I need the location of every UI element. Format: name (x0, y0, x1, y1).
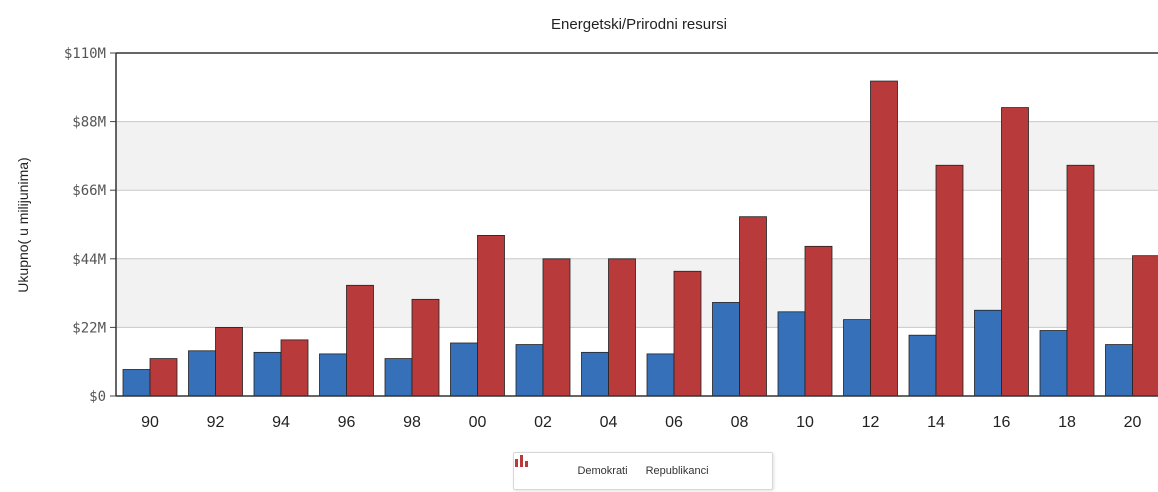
x-tick-label: 94 (272, 414, 290, 431)
plot-band (116, 121, 1158, 191)
bar-republikanci-20 (1132, 255, 1158, 397)
bar-demokrati-18 (1039, 330, 1068, 397)
bar-chart: $0 $22M $44M $66M $88M $110M 90 92 94 96 98 00 02 04… (64, 46, 1158, 431)
bar-republikanci-18 (1066, 164, 1095, 397)
bar-republikanci-90 (149, 358, 178, 397)
bar-demokrati-00 (450, 342, 478, 397)
x-tick-label: 00 (469, 414, 487, 431)
bar-republikanci-94 (280, 339, 309, 397)
x-tick-label: 08 (731, 414, 749, 431)
bar-republikanci-96 (346, 284, 374, 397)
legend-label-demokrati: Demokrati (577, 465, 628, 477)
y-axis-ticks: $0 $22M $44M $66M $88M $110M (64, 46, 116, 405)
x-tick-label: 02 (534, 414, 552, 431)
legend-label-republikanci: Republikanci (645, 465, 709, 477)
bar-demokrati-08 (712, 302, 740, 397)
x-tick-label: 18 (1058, 414, 1076, 431)
bar-republikanci-12 (870, 80, 898, 397)
x-tick-label: 16 (993, 414, 1011, 431)
bar-republikanci-14 (935, 164, 964, 397)
y-tick-label: $44M (72, 252, 106, 268)
x-tick-label: 04 (600, 414, 618, 431)
x-tick-label: 92 (207, 414, 225, 431)
bar-demokrati-92 (188, 350, 216, 397)
y-tick-label: $22M (72, 320, 106, 336)
y-tick-label: $110M (64, 46, 106, 62)
legend-item-demokrati[interactable]: Demokrati (515, 455, 628, 477)
x-axis-ticks: 90 92 94 96 98 00 02 04 06 08 10 12 14 16 18 20 (141, 414, 1141, 431)
x-tick-label: 20 (1124, 414, 1142, 431)
bar-demokrati-06 (646, 353, 675, 397)
x-tick-label: 12 (862, 414, 880, 431)
y-tick-label: $88M (72, 115, 106, 131)
x-tick-label: 14 (927, 414, 945, 431)
bar-demokrati-12 (843, 319, 871, 397)
bar-demokrati-98 (384, 358, 413, 397)
bar-demokrati-90 (122, 369, 151, 397)
bar-republikanci-92 (215, 326, 243, 397)
bar-republikanci-08 (739, 216, 767, 397)
chart-title: Energetski/Prirodni resursi (551, 16, 727, 33)
bar-republikanci-06 (673, 270, 702, 397)
bar-republikanci-04 (608, 258, 636, 397)
plot-background-bands (116, 53, 1158, 396)
bar-republikanci-10 (804, 245, 833, 397)
x-tick-label: 10 (796, 414, 814, 431)
bar-demokrati-96 (319, 353, 347, 397)
bar-republikanci-02 (542, 258, 571, 397)
x-tick-label: 98 (403, 414, 421, 431)
plot-band (116, 53, 1158, 122)
y-tick-label: $0 (89, 389, 106, 405)
x-tick-label: 90 (141, 414, 159, 431)
bar-republikanci-16 (1001, 107, 1029, 397)
y-tick-label: $66M (72, 183, 106, 199)
bar-chart-icon (515, 455, 528, 467)
bars (122, 80, 1158, 397)
plot-band (116, 190, 1158, 259)
legend: Demokrati Republikanci (513, 452, 773, 490)
legend-item-republikanci[interactable]: Republikanci (515, 455, 709, 477)
x-tick-label: 06 (665, 414, 683, 431)
bar-demokrati-94 (253, 351, 282, 397)
bar-demokrati-02 (515, 344, 544, 397)
bar-demokrati-16 (974, 309, 1002, 397)
x-tick-label: 96 (338, 414, 356, 431)
bar-republikanci-00 (477, 235, 505, 397)
bar-demokrati-04 (581, 351, 609, 397)
bar-demokrati-20 (1105, 344, 1133, 397)
bar-demokrati-14 (908, 334, 937, 397)
axes (115, 52, 1158, 397)
bar-republikanci-98 (411, 298, 440, 397)
bar-demokrati-10 (777, 311, 806, 397)
